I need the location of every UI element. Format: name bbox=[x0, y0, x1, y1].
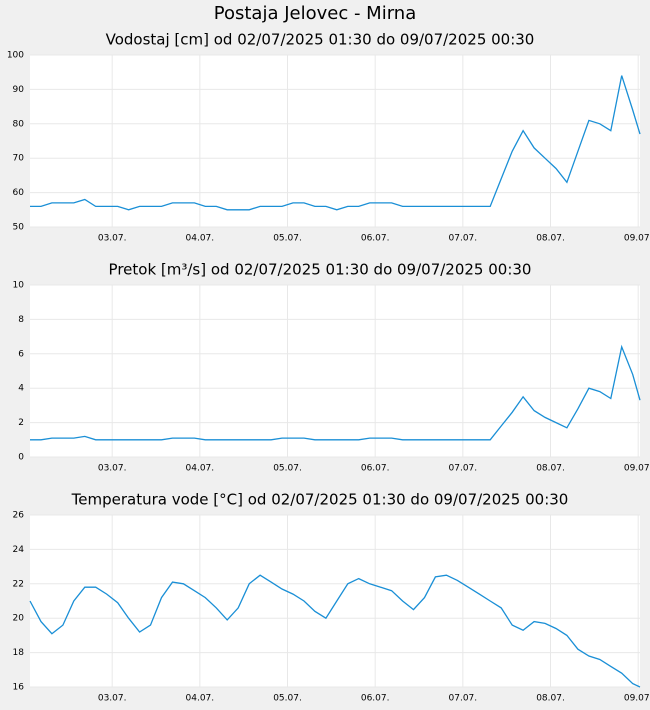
x-tick-label: 03.07. bbox=[98, 694, 127, 704]
y-tick-label: 10 bbox=[13, 281, 25, 291]
data-line bbox=[30, 344, 641, 441]
y-tick-label: 60 bbox=[13, 188, 25, 198]
y-tick-label: 80 bbox=[13, 119, 25, 129]
x-tick-label: 04.07. bbox=[186, 234, 215, 244]
y-tick-label: 8 bbox=[18, 315, 24, 325]
page-title: Postaja Jelovec - Mirna bbox=[214, 3, 416, 24]
x-tick-label: 08.07. bbox=[536, 234, 565, 244]
x-tick-label: 04.07. bbox=[186, 464, 215, 474]
y-tick-label: 16 bbox=[13, 683, 25, 693]
x-tick-label: 06.07. bbox=[361, 694, 390, 704]
x-tick-label: 05.07. bbox=[273, 694, 302, 704]
plot-area bbox=[30, 285, 640, 457]
y-tick-label: 4 bbox=[18, 384, 24, 394]
y-tick-label: 100 bbox=[7, 51, 24, 61]
x-tick-label: 05.07. bbox=[273, 234, 302, 244]
chart-title: Temperatura vode [°C] od 02/07/2025 01:3… bbox=[71, 491, 569, 509]
x-tick-label: 03.07. bbox=[98, 234, 127, 244]
x-tick-label: 08.07. bbox=[536, 464, 565, 474]
x-tick-label: 09.07. bbox=[624, 694, 650, 704]
chart-title: Pretok [m³/s] od 02/07/2025 01:30 do 09/… bbox=[109, 261, 532, 279]
y-tick-label: 0 bbox=[18, 453, 24, 463]
y-tick-label: 26 bbox=[13, 511, 25, 521]
x-tick-label: 06.07. bbox=[361, 234, 390, 244]
data-line bbox=[30, 75, 641, 211]
plot-area bbox=[30, 515, 640, 687]
x-tick-label: 09.07. bbox=[624, 234, 650, 244]
chart-title: Vodostaj [cm] od 02/07/2025 01:30 do 09/… bbox=[106, 31, 535, 49]
x-tick-label: 09.07. bbox=[624, 464, 650, 474]
y-tick-label: 24 bbox=[13, 545, 25, 555]
x-tick-label: 04.07. bbox=[186, 694, 215, 704]
y-tick-label: 2 bbox=[18, 418, 24, 428]
y-tick-label: 50 bbox=[13, 223, 25, 233]
data-line bbox=[29, 574, 641, 688]
y-tick-label: 18 bbox=[13, 648, 25, 658]
plot-area bbox=[30, 55, 640, 227]
y-tick-label: 20 bbox=[13, 614, 25, 624]
x-tick-label: 06.07. bbox=[361, 464, 390, 474]
x-tick-label: 03.07. bbox=[98, 464, 127, 474]
x-tick-label: 07.07. bbox=[449, 234, 478, 244]
y-tick-label: 6 bbox=[18, 349, 24, 359]
x-tick-label: 05.07. bbox=[273, 464, 302, 474]
y-tick-label: 70 bbox=[13, 154, 25, 164]
y-tick-label: 90 bbox=[13, 85, 25, 95]
x-tick-label: 07.07. bbox=[449, 464, 478, 474]
x-tick-label: 07.07. bbox=[449, 694, 478, 704]
y-tick-label: 22 bbox=[13, 579, 24, 589]
x-tick-label: 08.07. bbox=[536, 694, 565, 704]
